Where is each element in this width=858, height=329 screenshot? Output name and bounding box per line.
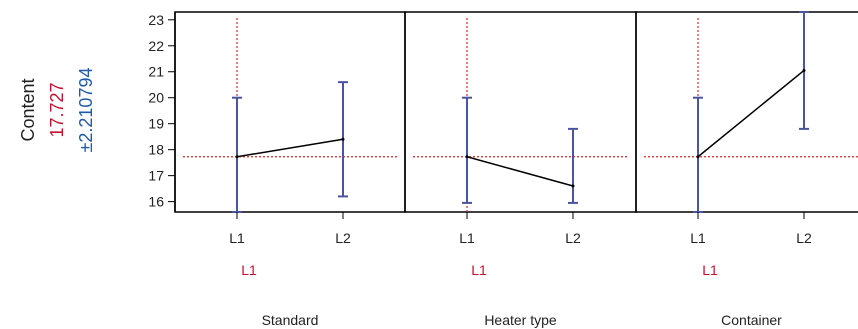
- y-tick-label: 18: [148, 142, 164, 158]
- panel-frame: [404, 11, 637, 213]
- profile-line: [697, 69, 805, 158]
- x-tick-label: L1: [459, 230, 475, 246]
- y-tick-label: 20: [148, 90, 164, 106]
- y-axis-label: Content: [18, 78, 38, 141]
- profile-point: [571, 184, 575, 188]
- current-level-label: L1: [241, 262, 257, 278]
- profile-point: [341, 137, 345, 141]
- panel-container: L1 L2 L1 Container: [635, 11, 858, 328]
- x-tick-label: L2: [565, 230, 581, 246]
- y-tick-label: 17: [148, 168, 164, 184]
- panel-standard: L1 L2 L1 Standard: [174, 11, 406, 328]
- y-ci-label: ±2.210794: [76, 68, 96, 153]
- y-tick-label: 23: [148, 12, 164, 28]
- x-tick-label: L2: [335, 230, 351, 246]
- current-level-label: L1: [471, 262, 487, 278]
- profile-point: [802, 68, 806, 72]
- panel-heater-type: L1 L2 L1 Heater type: [404, 11, 637, 328]
- factor-label: Heater type: [484, 312, 557, 328]
- profile-line: [236, 138, 344, 158]
- y-tick-label: 19: [148, 116, 164, 132]
- y-tick-label: 16: [148, 194, 164, 210]
- y-value-label: 17.727: [47, 82, 67, 137]
- x-tick-label: L1: [229, 230, 245, 246]
- panels: L1 L2 L1 Standard L1 L2 L1 Heater type L1 L2 L1 Con…: [174, 11, 858, 328]
- profile-point: [465, 155, 469, 159]
- y-tick-label: 22: [148, 38, 164, 54]
- panel-frame: [174, 11, 406, 213]
- factor-label: Container: [721, 312, 782, 328]
- profile-point: [235, 155, 239, 159]
- factor-label: Standard: [262, 312, 319, 328]
- y-axis: 16 17 18 19 20 21 22 23: [148, 12, 176, 212]
- x-tick-label: L2: [796, 230, 812, 246]
- x-tick-label: L1: [690, 230, 706, 246]
- current-level-label: L1: [702, 262, 718, 278]
- y-axis-title: Content 17.727 ±2.210794: [18, 68, 96, 153]
- y-tick-label: 21: [148, 64, 164, 80]
- profile-line: [466, 156, 574, 187]
- panel-frame: [635, 11, 858, 213]
- profile-point: [696, 155, 700, 159]
